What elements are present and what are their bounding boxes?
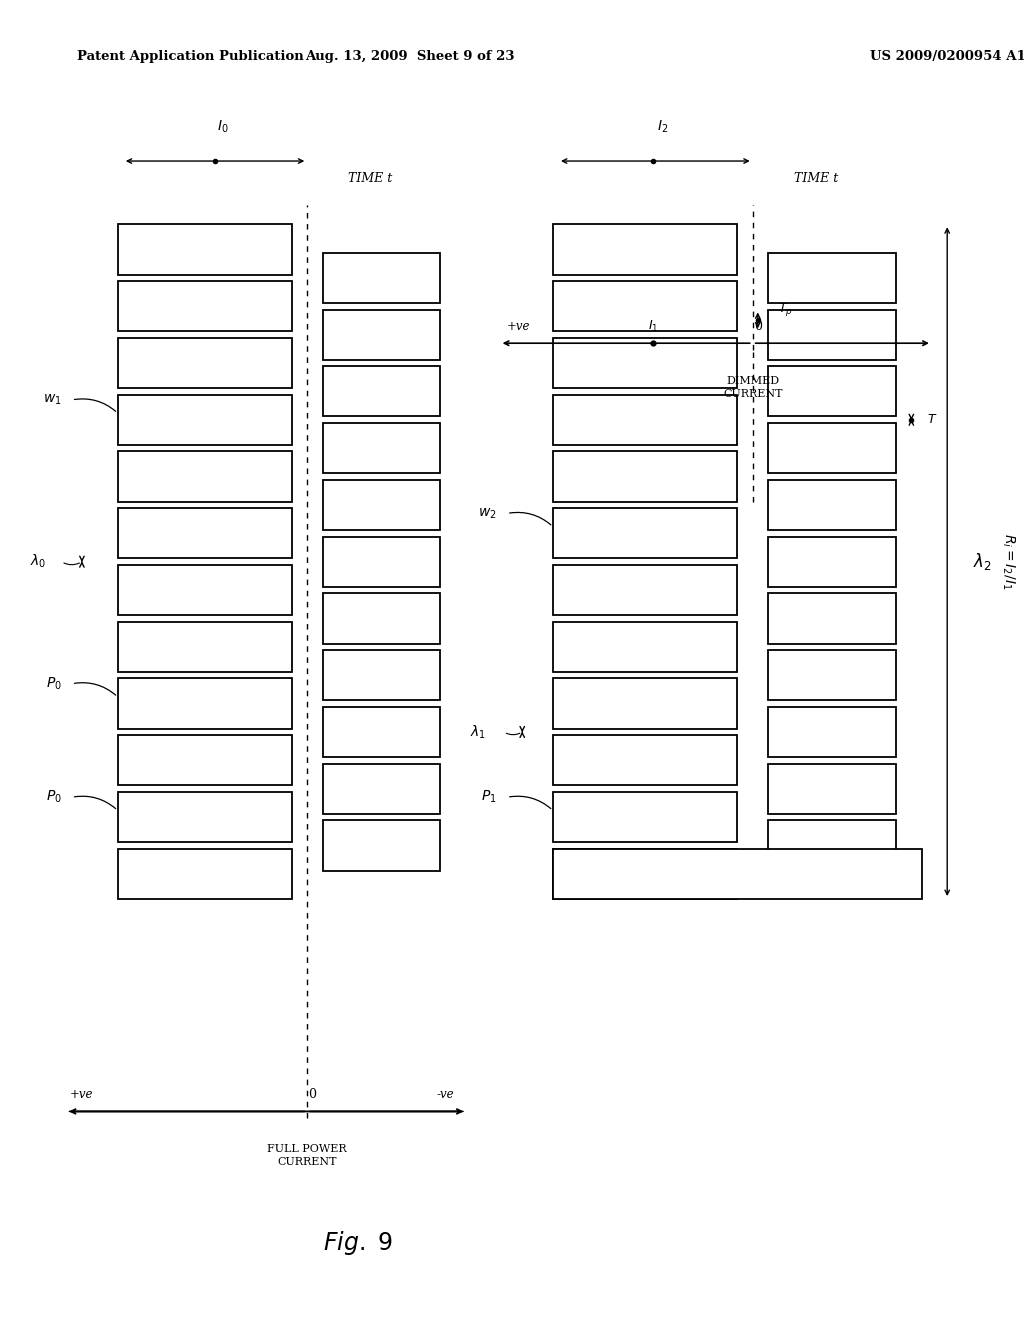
- Text: US 2009/0200954 A1: US 2009/0200954 A1: [870, 50, 1024, 63]
- Text: $P_1$: $P_1$: [481, 789, 497, 805]
- Bar: [118, 338, 292, 388]
- Text: +ve: +ve: [507, 319, 529, 333]
- Text: DIMMED
CURRENT: DIMMED CURRENT: [723, 376, 782, 399]
- Text: $T_p$: $T_p$: [778, 301, 793, 318]
- Text: 0: 0: [308, 1088, 316, 1101]
- Bar: [553, 508, 737, 558]
- Text: TIME t: TIME t: [794, 172, 838, 185]
- Bar: [553, 224, 737, 275]
- Text: $I_1$: $I_1$: [647, 318, 658, 334]
- Text: $w_1$: $w_1$: [43, 393, 61, 407]
- Text: $\lambda_2$: $\lambda_2$: [973, 552, 991, 572]
- Text: $w_2$: $w_2$: [478, 507, 497, 520]
- Text: $T$: $T$: [927, 413, 937, 426]
- Bar: [118, 395, 292, 445]
- Bar: [118, 508, 292, 558]
- Bar: [323, 594, 440, 644]
- Bar: [118, 735, 292, 785]
- Text: -ve: -ve: [436, 1088, 455, 1101]
- Bar: [768, 366, 896, 417]
- Text: 0: 0: [754, 319, 762, 333]
- Bar: [768, 708, 896, 758]
- Bar: [553, 565, 737, 615]
- Bar: [323, 366, 440, 417]
- Bar: [323, 820, 440, 871]
- Bar: [118, 622, 292, 672]
- Bar: [118, 678, 292, 729]
- Bar: [553, 678, 737, 729]
- Bar: [768, 594, 896, 644]
- Text: $Fig.\ 9$: $Fig.\ 9$: [324, 1229, 393, 1258]
- Bar: [553, 451, 737, 502]
- Text: $R_i=I_2/I_1$: $R_i=I_2/I_1$: [1000, 533, 1017, 590]
- Text: +ve: +ve: [71, 1088, 93, 1101]
- Bar: [323, 649, 440, 700]
- Bar: [118, 792, 292, 842]
- Bar: [768, 820, 896, 871]
- Bar: [323, 763, 440, 813]
- Text: $\lambda_0$: $\lambda_0$: [30, 553, 46, 570]
- Bar: [553, 281, 737, 331]
- Text: FULL POWER
CURRENT: FULL POWER CURRENT: [267, 1144, 347, 1167]
- Bar: [118, 565, 292, 615]
- Bar: [553, 395, 737, 445]
- Text: Patent Application Publication: Patent Application Publication: [77, 50, 303, 63]
- Bar: [768, 253, 896, 304]
- Bar: [553, 849, 737, 899]
- Bar: [553, 792, 737, 842]
- Bar: [768, 422, 896, 474]
- Bar: [553, 338, 737, 388]
- Bar: [768, 763, 896, 813]
- Bar: [768, 649, 896, 700]
- Text: $I_2$: $I_2$: [657, 119, 669, 135]
- Text: Aug. 13, 2009  Sheet 9 of 23: Aug. 13, 2009 Sheet 9 of 23: [305, 50, 514, 63]
- Bar: [118, 451, 292, 502]
- Text: $P_0$: $P_0$: [46, 789, 61, 805]
- Bar: [768, 479, 896, 529]
- Bar: [118, 281, 292, 331]
- Bar: [118, 849, 292, 899]
- Bar: [553, 735, 737, 785]
- Text: TIME t: TIME t: [348, 172, 392, 185]
- Bar: [323, 536, 440, 586]
- Bar: [323, 422, 440, 474]
- Bar: [323, 479, 440, 529]
- Text: $\lambda_1$: $\lambda_1$: [470, 723, 486, 741]
- Text: $P_0$: $P_0$: [46, 676, 61, 692]
- Bar: [553, 622, 737, 672]
- Bar: [768, 536, 896, 586]
- Text: $I_0$: $I_0$: [217, 119, 228, 135]
- Bar: [118, 224, 292, 275]
- Bar: [553, 849, 922, 899]
- Bar: [323, 309, 440, 360]
- Bar: [768, 309, 896, 360]
- Bar: [323, 253, 440, 304]
- Bar: [323, 708, 440, 758]
